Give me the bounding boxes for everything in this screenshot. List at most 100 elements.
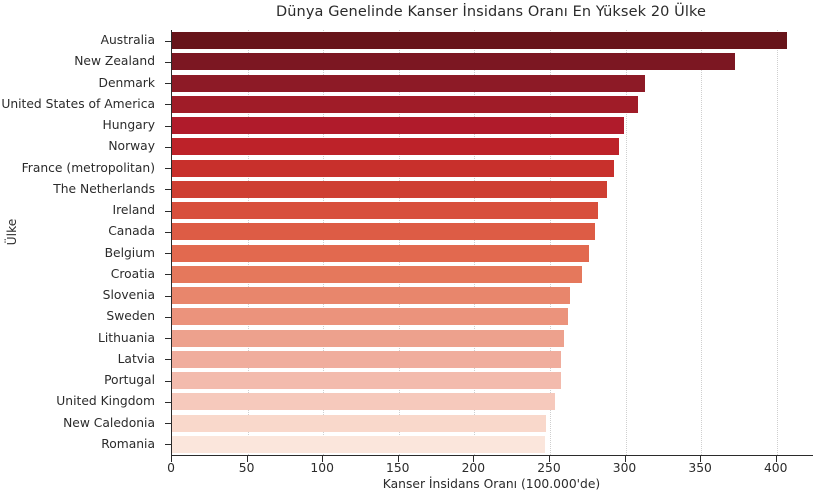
bar[interactable] <box>172 32 787 50</box>
x-tick <box>246 456 248 462</box>
y-tick <box>165 61 171 63</box>
bar-row <box>172 94 813 115</box>
x-tick <box>624 456 626 462</box>
y-tick <box>165 359 171 361</box>
y-ticklabel: Ireland <box>112 203 155 217</box>
x-ticklabel: 50 <box>238 461 255 475</box>
x-ticklabel: 100 <box>310 461 334 475</box>
bar-series <box>172 30 813 455</box>
y-axis-ticks <box>165 30 171 455</box>
y-ticklabel: Romania <box>101 436 155 451</box>
x-ticklabel: 250 <box>537 461 561 475</box>
bar-row <box>172 264 813 285</box>
bar-row <box>172 115 813 136</box>
x-ticklabel: 300 <box>612 461 637 475</box>
y-tick <box>165 253 171 255</box>
y-tick <box>165 83 171 85</box>
x-ticklabel: 200 <box>461 461 486 475</box>
y-ticklabel: Sweden <box>106 309 155 324</box>
y-tick <box>165 210 171 212</box>
y-ticklabel: Hungary <box>102 118 155 132</box>
y-ticklabel: Latvia <box>117 351 155 366</box>
y-ticklabel: Belgium <box>104 245 155 260</box>
y-ticklabel: Canada <box>108 224 155 239</box>
y-tick <box>165 274 171 276</box>
bar-row <box>172 30 813 51</box>
y-ticklabel: United Kingdom <box>56 394 155 409</box>
x-axis-ticks <box>171 456 812 462</box>
x-tick <box>548 456 550 462</box>
y-ticklabel: Croatia <box>110 266 155 281</box>
bar[interactable] <box>172 287 571 305</box>
y-ticklabel: Lithuania <box>98 330 155 345</box>
x-ticklabel: 150 <box>386 461 410 475</box>
bar[interactable] <box>172 244 590 262</box>
bar[interactable] <box>172 53 736 71</box>
y-ticklabel: United States of America <box>1 96 155 111</box>
bar-row <box>172 136 813 157</box>
bar[interactable] <box>172 74 646 92</box>
y-tick <box>165 295 171 297</box>
bar-row <box>172 179 813 200</box>
y-ticklabel: Australia <box>100 33 155 47</box>
y-tick <box>165 104 171 106</box>
y-tick <box>165 380 171 382</box>
y-tick <box>165 40 171 42</box>
y-tick <box>165 189 171 191</box>
plot-area <box>171 30 813 456</box>
y-ticklabel: Portugal <box>104 373 155 387</box>
bar-row <box>172 434 813 455</box>
y-tick <box>165 444 171 446</box>
x-tick <box>700 456 702 462</box>
y-ticklabel: France (metropolitan) <box>21 160 155 175</box>
bar-row <box>172 51 813 72</box>
x-axis-label: Kanser İnsidans Oranı (100.000'de) <box>382 477 601 491</box>
x-ticklabel: 0 <box>167 461 175 475</box>
y-tick <box>165 231 171 233</box>
y-axis-ticklabels: Australia New Zealand Denmark United States… <box>0 30 163 455</box>
bar[interactable] <box>172 265 583 283</box>
bar[interactable] <box>172 117 624 135</box>
x-axis-ticklabels: 0 50 100 150 200 250 300 350 400 <box>167 461 812 479</box>
x-ticklabel: 350 <box>688 461 712 475</box>
bar[interactable] <box>172 308 568 326</box>
y-ticklabel: Norway <box>108 139 155 154</box>
bar[interactable] <box>172 414 547 432</box>
bar-row <box>172 306 813 327</box>
bar[interactable] <box>172 329 565 347</box>
y-ticklabel: The Netherlands <box>53 181 155 196</box>
bar[interactable] <box>172 202 599 220</box>
y-tick <box>165 316 171 318</box>
bar-row <box>172 391 813 412</box>
y-ticklabel: Denmark <box>98 75 155 90</box>
y-tick <box>165 125 171 127</box>
x-tick <box>171 456 172 462</box>
bar-row <box>172 200 813 221</box>
y-tick <box>165 423 171 425</box>
bar[interactable] <box>172 350 562 368</box>
bar-row <box>172 413 813 434</box>
y-ticklabel: Slovenia <box>102 288 155 302</box>
bar-row <box>172 158 813 179</box>
x-tick <box>397 456 399 462</box>
bar[interactable] <box>172 372 561 390</box>
bar-row <box>172 221 813 242</box>
bar-row <box>172 370 813 391</box>
x-ticklabel: 400 <box>763 461 788 475</box>
y-tick <box>165 401 171 403</box>
bar[interactable] <box>172 393 556 411</box>
bar[interactable] <box>172 435 546 453</box>
bar[interactable] <box>172 223 595 241</box>
bar[interactable] <box>172 159 615 177</box>
y-tick <box>165 168 171 170</box>
bar-row <box>172 349 813 370</box>
y-ticklabel: New Caledonia <box>63 415 155 430</box>
bar-row <box>172 285 813 306</box>
bar-row <box>172 243 813 264</box>
y-ticklabel: New Zealand <box>74 54 155 69</box>
bar-row <box>172 73 813 94</box>
bar[interactable] <box>172 138 620 156</box>
bar[interactable] <box>172 95 638 113</box>
bar[interactable] <box>172 180 608 198</box>
